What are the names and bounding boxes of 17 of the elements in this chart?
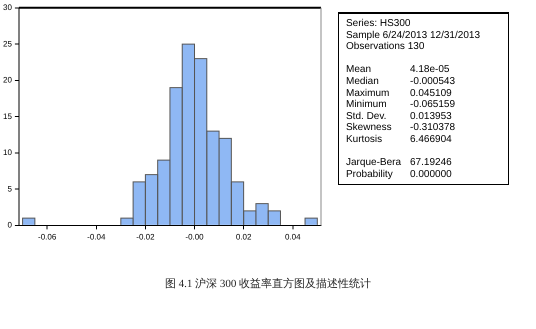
- y-tick-label: 0: [7, 220, 12, 230]
- y-tick-label: 30: [2, 3, 12, 12]
- y-tick-label: 5: [7, 184, 12, 194]
- text: Jarque-Bera 67.19246 Probability 0.000000: [346, 157, 452, 180]
- x-tick-label: 0.04: [284, 232, 302, 242]
- x-tick-label: 0.02: [236, 232, 252, 242]
- y-tick-label: 20: [2, 76, 12, 85]
- x-tick-label: -0.06: [38, 232, 57, 242]
- x-tick-label: -0.02: [136, 232, 156, 242]
- y-tick-label: 15: [2, 112, 12, 121]
- x-tick-label: -0.04: [87, 232, 106, 242]
- x-tick-label: -0.00: [185, 232, 204, 242]
- text: Series: HS300 Sample 6/24/2013 12/31/2013 Observations 130: [346, 18, 481, 53]
- text: Mean 4.18e-05 Median -0.000543 Maximum 0.045109 Minimum -0.065159 Std. Dev. 0.013953 Skewness -0.310378 Kurtosis 6.466904: [346, 64, 456, 145]
- y-tick-label: 25: [2, 39, 12, 48]
- y-tick-label: 10: [2, 148, 12, 158]
- text: 图 4.1 沪深 300 收益率直方图及描述性统计: [164, 276, 372, 291]
